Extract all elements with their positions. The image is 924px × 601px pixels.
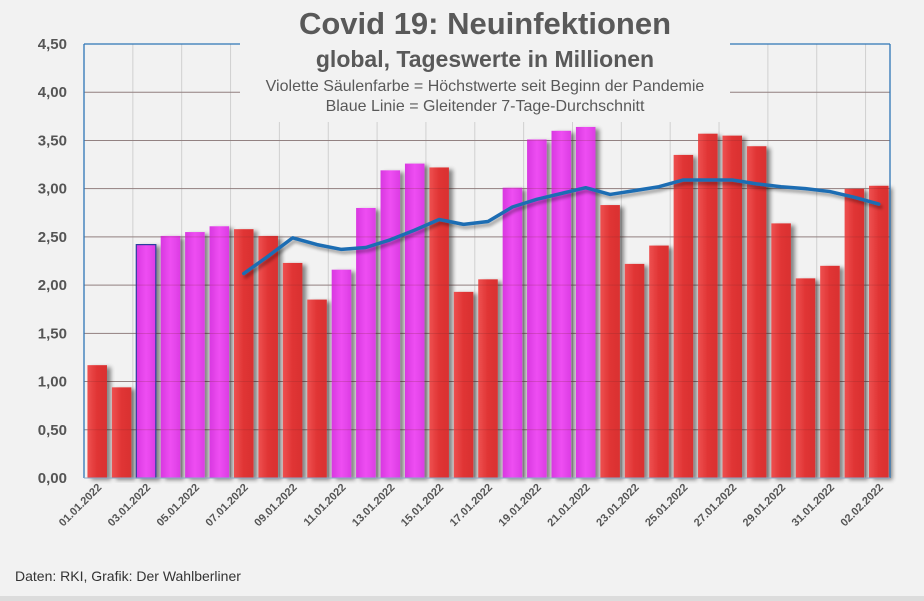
x-tick-label: 07.01.2022 — [203, 482, 250, 529]
y-tick-label: 3,00 — [38, 181, 67, 198]
bar-record — [185, 232, 205, 478]
y-tick-label: 2,00 — [38, 277, 67, 294]
x-tick-label: 25.01.2022 — [643, 482, 690, 529]
x-tick-label: 19.01.2022 — [497, 482, 544, 529]
x-tick-label: 11.01.2022 — [302, 482, 349, 529]
bar — [258, 235, 278, 478]
bar — [746, 146, 767, 478]
bar-record — [527, 139, 547, 479]
x-tick-label: 09.01.2022 — [252, 482, 299, 529]
chart-title: Covid 19: Neuinfektionen — [298, 6, 672, 41]
y-tick-label: 3,50 — [38, 132, 67, 149]
y-tick-label: 0,50 — [38, 422, 67, 439]
bar-record — [331, 269, 352, 478]
bar — [624, 263, 645, 478]
x-tick-label: 27.01.2022 — [692, 482, 739, 529]
y-tick-label: 1,50 — [38, 325, 67, 342]
bar-record — [209, 226, 230, 478]
bar — [844, 188, 865, 478]
bar — [87, 365, 107, 478]
bar — [869, 185, 889, 479]
bar-record — [551, 130, 572, 479]
x-tick-label: 17.01.2022 — [448, 482, 495, 529]
bar-record — [380, 170, 401, 478]
x-tick-label: 29.01.2022 — [741, 482, 788, 529]
bar — [649, 245, 669, 478]
y-tick-label: 4,00 — [38, 84, 67, 101]
x-tick-label: 31.01.2022 — [790, 482, 837, 529]
bar-record — [404, 163, 425, 478]
bar-record — [356, 207, 376, 478]
y-axis-ticks: 0,00 0,50 1,00 1,50 2,00 2,50 3,00 3,50 4,00 4,50 — [38, 36, 67, 487]
bar — [429, 167, 449, 478]
x-tick-label: 23.01.2022 — [594, 482, 641, 529]
x-tick-label: 15.01.2022 — [399, 482, 446, 529]
y-tick-label: 4,50 — [38, 36, 67, 53]
bar — [771, 223, 791, 478]
y-tick-label: 0,00 — [38, 470, 67, 487]
bar — [795, 278, 816, 478]
bar — [600, 205, 620, 478]
moving-average-line — [242, 178, 881, 276]
y-tick-label: 1,00 — [38, 374, 67, 391]
bar — [478, 279, 498, 478]
x-tick-label: 01.01.2022 — [57, 482, 104, 529]
chart-note-line: Blaue Linie = Gleitender 7-Tage-Durchsch… — [325, 98, 645, 115]
x-tick-label: 05.01.2022 — [155, 482, 202, 529]
source-footer: Daten: RKI, Grafik: Der Wahlberliner — [15, 568, 241, 584]
y-tick-label: 2,50 — [38, 229, 67, 246]
x-tick-label: 13.01.2022 — [350, 482, 397, 529]
title-block: Covid 19: Neuinfektionen global, Tageswe… — [240, 0, 730, 122]
bars — [87, 126, 889, 479]
bar — [820, 265, 840, 478]
moving-average-polyline — [242, 178, 881, 276]
bar-record — [135, 244, 157, 479]
x-tick-label: 21.01.2022 — [545, 482, 592, 529]
bar — [698, 133, 718, 478]
bar — [233, 229, 254, 478]
chart-note-violet: Violette Säulenfarbe = Höchstwerte seit … — [265, 78, 705, 95]
bar — [307, 299, 327, 478]
chart-subtitle: global, Tageswerte in Millionen — [315, 46, 655, 72]
bar — [673, 154, 694, 478]
bar-record — [160, 235, 181, 478]
bar — [111, 387, 132, 478]
x-tick-label: 03.01.2022 — [106, 482, 153, 529]
bottom-band — [0, 596, 924, 601]
x-axis-ticks: 01.01.2022 03.01.2022 05.01.2022 07.01.2022… — [57, 482, 886, 529]
bar — [282, 262, 303, 478]
bar — [453, 291, 474, 478]
bar — [722, 135, 743, 478]
bar-record — [575, 126, 596, 478]
x-tick-label: 02.02.2022 — [838, 482, 885, 529]
bar-record — [502, 187, 523, 479]
